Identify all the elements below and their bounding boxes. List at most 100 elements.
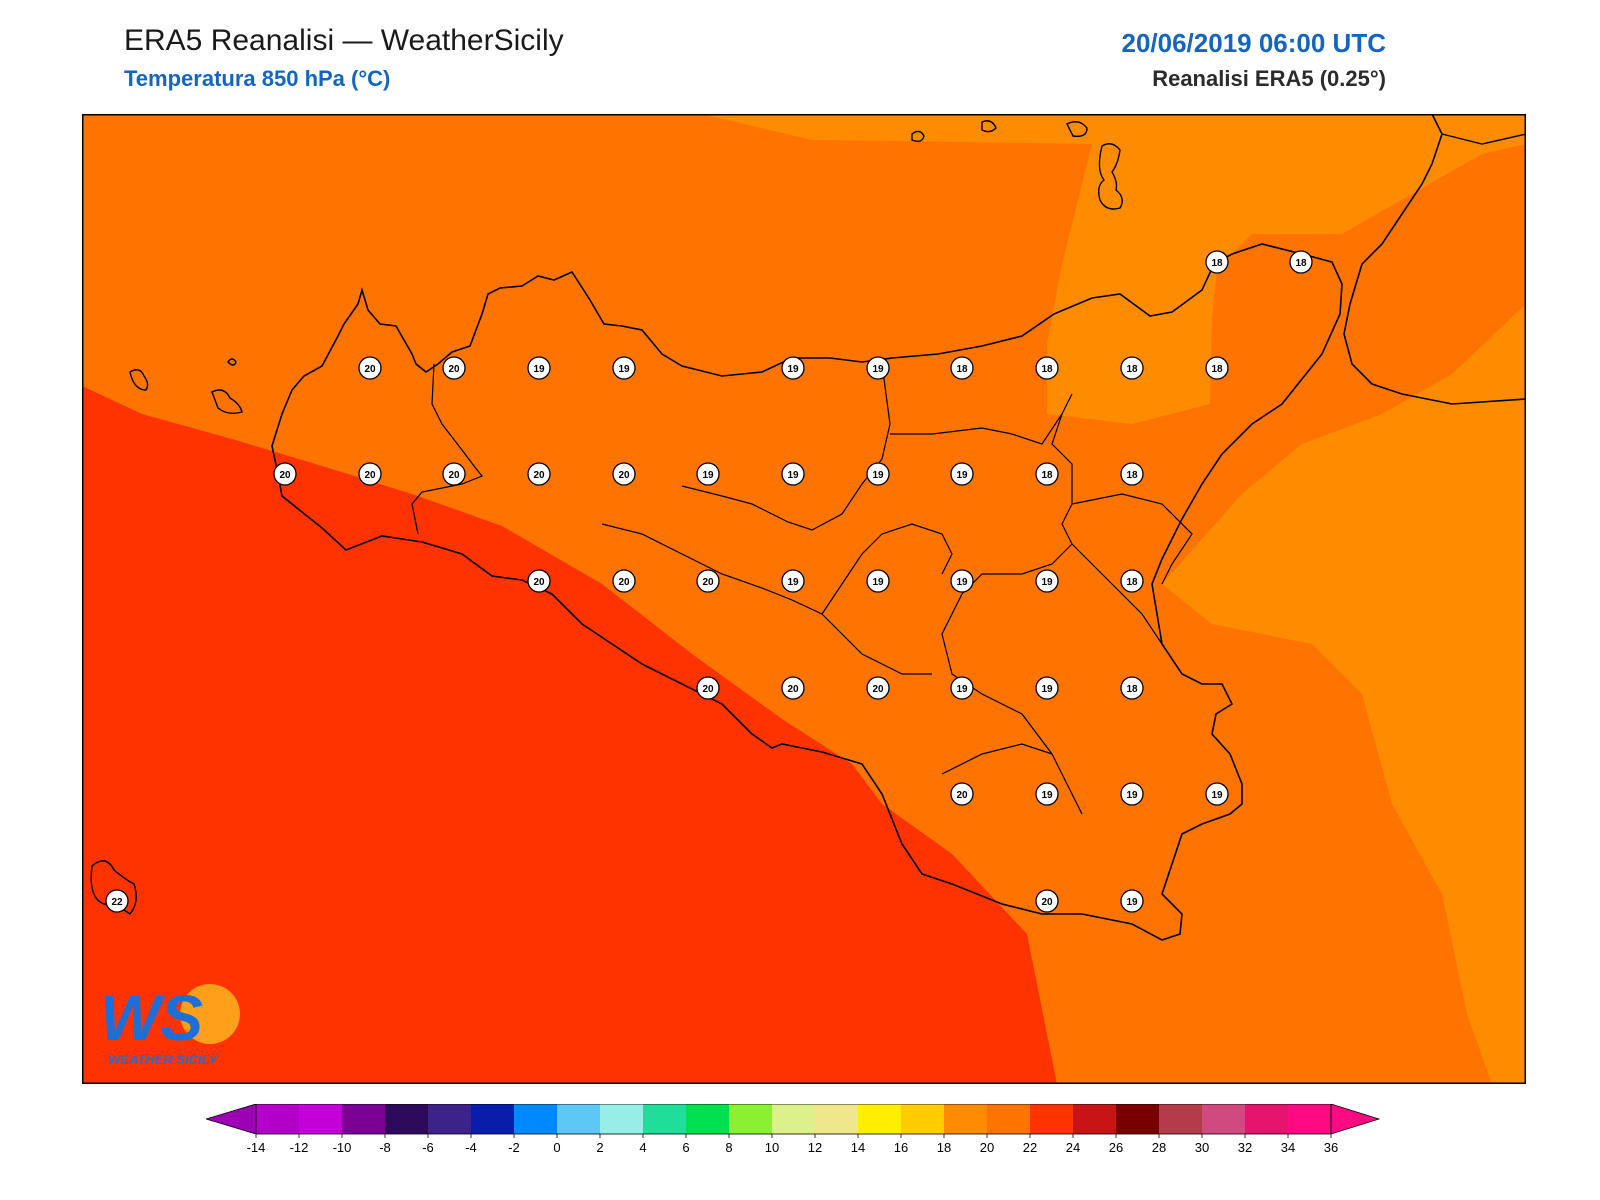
colorbar-tick-label: -8 xyxy=(379,1140,391,1155)
weathersicily-logo: WS WEATHER SICILY xyxy=(92,980,262,1070)
field-16-top xyxy=(702,114,1526,234)
colorbar-tick-label: -12 xyxy=(290,1140,309,1155)
station-value: 19 xyxy=(872,364,884,375)
colorbar-swatch xyxy=(428,1104,471,1134)
station-circle xyxy=(781,569,805,593)
calabria-north xyxy=(1441,133,1526,145)
station-circle xyxy=(358,462,382,486)
station-marker: 18 xyxy=(950,356,974,380)
colorbar-swatch xyxy=(299,1104,342,1134)
logo-text: WEATHER SICILY xyxy=(108,1052,219,1067)
colorbar-swatch xyxy=(944,1104,987,1134)
colorbar-tick-label: 32 xyxy=(1238,1140,1252,1155)
station-marker: 18 xyxy=(1120,462,1144,486)
station-value: 18 xyxy=(1295,258,1307,269)
colorbar-tick-label: 14 xyxy=(851,1140,865,1155)
colorbar-tick-label: 10 xyxy=(765,1140,779,1155)
colorbar-under-arrow xyxy=(204,1103,257,1135)
station-value: 20 xyxy=(1041,897,1053,908)
station-circle xyxy=(866,462,890,486)
station-marker: 20 xyxy=(358,462,382,486)
station-circle xyxy=(696,676,720,700)
station-marker: 18 xyxy=(1289,250,1313,274)
colorbar-tick-label: -2 xyxy=(508,1140,520,1155)
colorbar-swatch xyxy=(1245,1104,1288,1134)
station-marker: 20 xyxy=(358,356,382,380)
station-value: 20 xyxy=(956,790,968,801)
station-marker: 20 xyxy=(273,462,297,486)
station-value: 18 xyxy=(1126,577,1138,588)
station-marker: 18 xyxy=(1035,462,1059,486)
station-circle xyxy=(950,676,974,700)
colorbar-swatch xyxy=(557,1104,600,1134)
station-circle xyxy=(1120,356,1144,380)
station-value: 20 xyxy=(364,364,376,375)
colorbar-swatch xyxy=(729,1104,772,1134)
station-value: 20 xyxy=(702,577,714,588)
colorbar-swatch xyxy=(643,1104,686,1134)
station-marker: 19 xyxy=(1035,782,1059,806)
colorbar-swatch xyxy=(686,1104,729,1134)
station-circle xyxy=(612,462,636,486)
station-value: 19 xyxy=(787,470,799,481)
station-marker: 18 xyxy=(1120,676,1144,700)
station-value: 20 xyxy=(533,470,545,481)
station-circle xyxy=(781,356,805,380)
colorbar-tick-label: -10 xyxy=(333,1140,352,1155)
colorbar-swatch xyxy=(256,1104,299,1134)
station-marker: 18 xyxy=(1120,356,1144,380)
station-marker: 22 xyxy=(105,889,129,913)
station-marker: 19 xyxy=(1205,782,1229,806)
station-marker: 19 xyxy=(1120,782,1144,806)
station-marker: 19 xyxy=(866,462,890,486)
logo-initials: WS xyxy=(100,982,203,1054)
colorbar-swatch xyxy=(600,1104,643,1134)
station-marker: 18 xyxy=(1120,569,1144,593)
station-circle xyxy=(866,676,890,700)
station-circle xyxy=(442,462,466,486)
station-marker: 19 xyxy=(866,569,890,593)
colorbar-tick-label: 24 xyxy=(1066,1140,1080,1155)
colorbar-tick-label: 28 xyxy=(1152,1140,1166,1155)
station-circle xyxy=(612,569,636,593)
station-marker: 19 xyxy=(950,462,974,486)
station-value: 18 xyxy=(1126,470,1138,481)
station-circle xyxy=(442,356,466,380)
station-circle xyxy=(1205,250,1229,274)
station-circle xyxy=(950,356,974,380)
map-source: Reanalisi ERA5 (0.25°) xyxy=(1152,66,1386,91)
province-boundaries xyxy=(411,363,1193,815)
colorbar-swatch xyxy=(1159,1104,1202,1134)
station-marker: 18 xyxy=(1035,356,1059,380)
station-value: 20 xyxy=(364,470,376,481)
station-value: 18 xyxy=(1126,684,1138,695)
station-value: 19 xyxy=(1041,790,1053,801)
station-value: 19 xyxy=(787,577,799,588)
station-marker: 20 xyxy=(612,462,636,486)
colorbar-tick-label: 0 xyxy=(553,1140,560,1155)
station-marker: 20 xyxy=(612,569,636,593)
station-value: 19 xyxy=(872,577,884,588)
station-marker: 20 xyxy=(696,676,720,700)
colorbar-swatch xyxy=(987,1104,1030,1134)
colorbar-swatch xyxy=(514,1104,557,1134)
colorbar-swatch xyxy=(385,1104,428,1134)
station-value: 20 xyxy=(872,684,884,695)
colorbar-tick-label: 6 xyxy=(682,1140,689,1155)
colorbar-over-arrow xyxy=(1330,1103,1381,1135)
station-value: 19 xyxy=(1211,790,1223,801)
colorbar-swatch xyxy=(1288,1104,1331,1134)
station-marker: 18 xyxy=(1205,250,1229,274)
colorbar-tick-label: -14 xyxy=(247,1140,266,1155)
station-value: 18 xyxy=(1041,364,1053,375)
station-value: 19 xyxy=(787,364,799,375)
colorbar-swatch xyxy=(471,1104,514,1134)
colorbar-tick-label: 34 xyxy=(1281,1140,1295,1155)
station-marker: 20 xyxy=(1035,889,1059,913)
colorbar-swatch xyxy=(1202,1104,1245,1134)
temperature-colorbar: -14 -12 -10 -8 -6 -4 -2 0 2 4 6 8 10 12 14 16 18 20 22 24 26… xyxy=(204,1103,1402,1164)
colorbar-swatch xyxy=(901,1104,944,1134)
station-value: 19 xyxy=(1126,897,1138,908)
map-frame xyxy=(82,114,1526,1084)
station-marker: 18 xyxy=(1205,356,1229,380)
